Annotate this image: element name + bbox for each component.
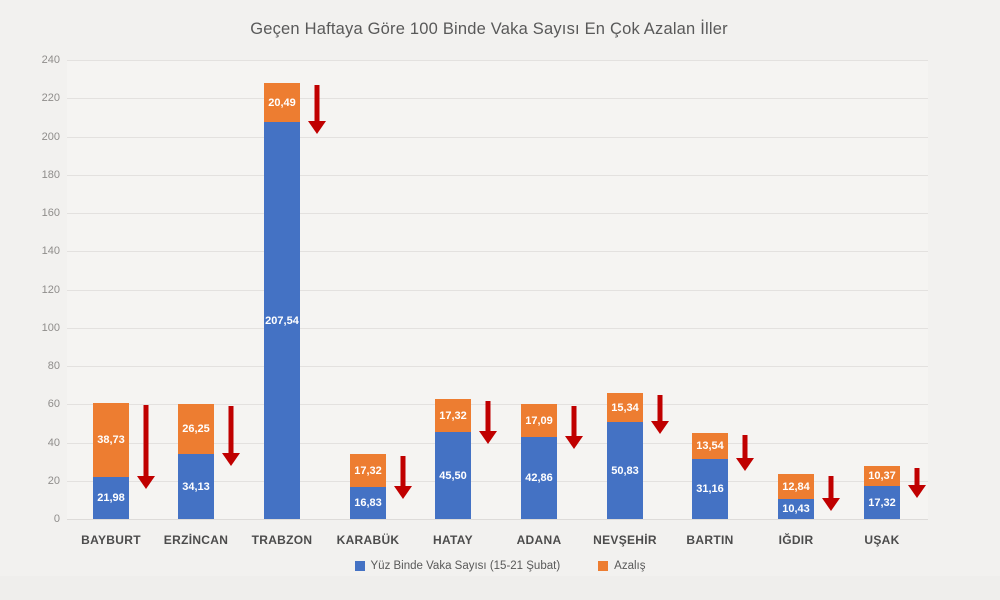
bar-value-label: 26,25 xyxy=(182,423,210,435)
bar-value-label: 17,32 xyxy=(354,464,382,477)
y-axis-tick-label: 60 xyxy=(47,398,60,410)
gridline-y-120 xyxy=(67,290,928,291)
bar-segment-decrease: 10,37 xyxy=(864,466,900,486)
y-axis-tick-label: 40 xyxy=(47,437,60,449)
bar-value-label: 15,34 xyxy=(611,401,639,414)
category-label-karabük: KARABÜK xyxy=(336,533,400,547)
y-axis-tick-label: 160 xyxy=(41,207,60,219)
category-label-erzi̇ncan: ERZİNCAN xyxy=(163,533,229,547)
y-axis-tick-label: 120 xyxy=(41,284,60,296)
bar-segment-decrease: 17,09 xyxy=(521,404,557,437)
decrease-arrow-icon xyxy=(822,476,840,511)
bar-segment-cases: 42,86 xyxy=(521,437,557,519)
decrease-arrow-icon xyxy=(908,468,926,498)
bar-segment-decrease: 38,73 xyxy=(93,403,129,477)
bar-segment-cases: 16,83 xyxy=(350,487,386,519)
decrease-arrow-icon xyxy=(565,406,583,449)
bar-segment-cases: 34,13 xyxy=(178,454,214,519)
bar-value-label: 10,37 xyxy=(868,470,896,482)
decrease-arrow-icon xyxy=(736,435,754,471)
bar-value-label: 17,09 xyxy=(525,414,553,427)
y-axis-tick-label: 180 xyxy=(41,169,60,181)
gridline-y-220 xyxy=(67,98,928,99)
y-axis-tick-label: 140 xyxy=(41,245,60,257)
gridline-y-40 xyxy=(67,443,928,444)
bar-value-label: 38,73 xyxy=(97,434,125,446)
chart-title: Geçen Haftaya Göre 100 Binde Vaka Sayısı… xyxy=(250,20,728,38)
bar-value-label: 17,32 xyxy=(439,409,467,422)
category-label-bayburt: BAYBURT xyxy=(81,533,141,547)
bar-segment-decrease: 20,49 xyxy=(264,83,300,122)
gridline-y-80 xyxy=(67,366,928,367)
bar-segment-decrease: 17,32 xyxy=(350,454,386,487)
bar-value-label: 45,50 xyxy=(439,469,467,482)
category-label-hatay: HATAY xyxy=(433,533,473,547)
bar-segment-cases: 21,98 xyxy=(93,477,129,519)
category-label-adana: ADANA xyxy=(516,533,562,547)
bar-value-label: 207,54 xyxy=(265,314,299,327)
bar-value-label: 21,98 xyxy=(97,492,125,504)
y-axis-tick-label: 220 xyxy=(41,92,60,104)
bar-segment-cases: 45,50 xyxy=(435,432,471,519)
decrease-arrow-icon xyxy=(222,406,240,466)
plot-area: 0 20 40 60 80 100 120 140 160 180 200 220 240 21,98 38… xyxy=(42,54,928,547)
gridline-y-0 xyxy=(67,519,928,520)
gridline-y-240 xyxy=(67,60,928,61)
decrease-arrow-icon xyxy=(479,401,497,444)
bar-segment-decrease: 15,34 xyxy=(607,393,643,422)
category-label-nevşehi̇r: NEVŞEHİR xyxy=(593,533,657,547)
bar-segment-cases: 10,43 xyxy=(778,499,814,519)
gridline-y-140 xyxy=(67,251,928,252)
bar-segment-decrease: 13,54 xyxy=(692,433,728,459)
y-axis-tick-label: 20 xyxy=(47,475,60,487)
bar-value-label: 20,49 xyxy=(268,96,296,109)
legend: Yüz Binde Vaka Sayısı (15-21 Şubat) Azal… xyxy=(0,557,1000,575)
category-label-uşak: UŞAK xyxy=(864,533,900,547)
y-axis-tick-label: 200 xyxy=(41,131,60,143)
gridline-y-20 xyxy=(67,481,928,482)
decrease-arrow-icon xyxy=(651,395,669,434)
bar-value-label: 50,83 xyxy=(611,464,639,477)
bar-value-label: 17,32 xyxy=(868,496,896,509)
decrease-arrow-icon xyxy=(394,456,412,499)
bar-value-label: 12,84 xyxy=(782,480,810,493)
decrease-arrow-icon xyxy=(308,85,326,134)
bar-segment-decrease: 12,84 xyxy=(778,474,814,499)
bottom-margin-band xyxy=(0,576,1000,600)
category-label-iğdir: IĞDIR xyxy=(778,533,814,547)
decrease-arrow-icon xyxy=(137,405,155,489)
bar-segment-decrease: 26,25 xyxy=(178,404,214,454)
category-label-trabzon: TRABZON xyxy=(251,533,313,547)
bar-segment-cases: 17,32 xyxy=(864,486,900,519)
legend-item-cases: Yüz Binde Vaka Sayısı (15-21 Şubat) xyxy=(354,560,561,572)
y-axis-tick-label: 100 xyxy=(41,322,60,334)
bar-segment-cases: 50,83 xyxy=(607,422,643,519)
bar-value-label: 13,54 xyxy=(696,440,724,452)
gridline-y-180 xyxy=(67,175,928,176)
legend-swatch-decrease xyxy=(598,561,609,571)
legend-label-cases: Yüz Binde Vaka Sayısı (15-21 Şubat) xyxy=(370,560,561,572)
legend-item-decrease: Azalış xyxy=(598,560,645,572)
bar-value-label: 42,86 xyxy=(525,472,553,484)
bar-segment-decrease: 17,32 xyxy=(435,399,471,432)
gridline-y-100 xyxy=(67,328,928,329)
bar-value-label: 34,13 xyxy=(182,480,210,493)
bar-value-label: 10,43 xyxy=(782,503,810,515)
bar-value-label: 16,83 xyxy=(354,497,382,509)
bar-segment-cases: 207,54 xyxy=(264,122,300,519)
category-label-bartin: BARTIN xyxy=(686,533,734,547)
gridline-y-60 xyxy=(67,404,928,405)
legend-label-decrease: Azalış xyxy=(614,560,646,572)
legend-swatch-cases xyxy=(354,561,365,571)
y-axis-tick-label: 80 xyxy=(47,360,60,372)
gridline-y-160 xyxy=(67,213,928,214)
gridline-y-200 xyxy=(67,137,928,138)
y-axis-tick-label: 0 xyxy=(53,513,60,525)
bar-value-label: 31,16 xyxy=(696,483,724,495)
y-axis-tick-label: 240 xyxy=(41,54,60,66)
bar-segment-cases: 31,16 xyxy=(692,459,728,519)
